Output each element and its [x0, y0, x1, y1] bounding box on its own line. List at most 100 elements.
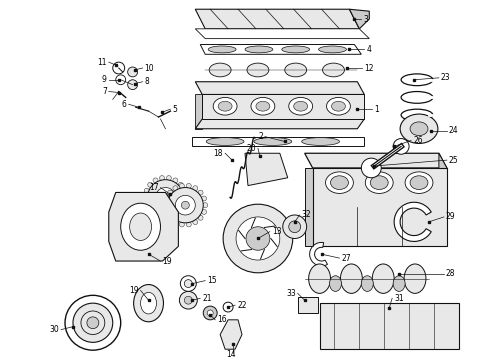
Ellipse shape [218, 101, 232, 111]
Ellipse shape [168, 215, 172, 220]
Circle shape [283, 215, 307, 238]
Ellipse shape [186, 184, 191, 188]
Text: 20: 20 [246, 144, 256, 153]
Ellipse shape [341, 264, 362, 293]
Ellipse shape [144, 188, 149, 193]
Ellipse shape [153, 178, 158, 183]
Text: 3: 3 [363, 14, 368, 23]
Text: 17: 17 [149, 183, 158, 192]
Ellipse shape [247, 63, 269, 77]
Polygon shape [109, 193, 178, 261]
Text: 11: 11 [98, 58, 107, 67]
Ellipse shape [410, 122, 428, 136]
Wedge shape [310, 242, 327, 266]
Ellipse shape [393, 276, 405, 291]
Ellipse shape [198, 215, 203, 220]
Text: 1: 1 [374, 105, 379, 114]
Ellipse shape [331, 176, 348, 189]
Circle shape [289, 221, 301, 233]
Ellipse shape [370, 176, 388, 189]
Polygon shape [202, 94, 365, 119]
Circle shape [184, 296, 192, 304]
Ellipse shape [147, 182, 153, 187]
Circle shape [179, 291, 197, 309]
Circle shape [155, 188, 175, 207]
Ellipse shape [329, 276, 342, 291]
Text: 22: 22 [237, 301, 246, 310]
Ellipse shape [309, 264, 331, 293]
Circle shape [73, 303, 113, 342]
Polygon shape [349, 9, 369, 29]
Text: 27: 27 [342, 253, 351, 262]
Ellipse shape [325, 172, 353, 193]
Ellipse shape [147, 207, 153, 212]
Polygon shape [200, 45, 361, 54]
Ellipse shape [183, 195, 188, 200]
Circle shape [162, 193, 170, 201]
Text: 32: 32 [302, 211, 311, 220]
Ellipse shape [201, 210, 206, 214]
Ellipse shape [173, 220, 178, 225]
Text: 18: 18 [214, 149, 223, 158]
Ellipse shape [193, 220, 198, 225]
Circle shape [147, 180, 183, 215]
Ellipse shape [179, 222, 184, 227]
Ellipse shape [393, 139, 409, 154]
Polygon shape [196, 119, 365, 129]
Ellipse shape [254, 138, 292, 145]
Ellipse shape [164, 210, 169, 214]
Ellipse shape [318, 46, 346, 53]
Text: 23: 23 [441, 73, 450, 82]
Circle shape [116, 75, 125, 85]
Ellipse shape [141, 292, 156, 314]
Ellipse shape [193, 186, 198, 191]
Circle shape [223, 204, 293, 273]
Ellipse shape [361, 276, 373, 291]
Text: 19: 19 [129, 286, 139, 295]
Text: 6: 6 [122, 100, 127, 109]
Ellipse shape [160, 176, 165, 180]
Polygon shape [313, 168, 447, 246]
Ellipse shape [182, 202, 187, 207]
Text: 4: 4 [367, 45, 371, 54]
Ellipse shape [361, 158, 381, 178]
Ellipse shape [207, 310, 213, 316]
Text: 31: 31 [394, 294, 404, 303]
Ellipse shape [167, 176, 172, 180]
Ellipse shape [245, 46, 273, 53]
Polygon shape [196, 82, 365, 94]
Ellipse shape [186, 222, 191, 227]
Ellipse shape [168, 190, 172, 195]
Ellipse shape [404, 264, 426, 293]
Ellipse shape [251, 98, 275, 115]
Text: 24: 24 [449, 126, 459, 135]
Polygon shape [439, 153, 447, 246]
Ellipse shape [282, 46, 310, 53]
Circle shape [181, 201, 189, 209]
Text: 7: 7 [102, 87, 107, 96]
Ellipse shape [198, 190, 203, 195]
Circle shape [184, 280, 192, 288]
Polygon shape [319, 303, 459, 349]
Ellipse shape [322, 63, 344, 77]
Text: 8: 8 [145, 77, 149, 86]
Ellipse shape [121, 203, 161, 250]
Ellipse shape [285, 63, 307, 77]
Ellipse shape [208, 46, 236, 53]
Ellipse shape [179, 184, 184, 188]
Ellipse shape [256, 101, 270, 111]
Ellipse shape [405, 172, 433, 193]
Ellipse shape [400, 114, 438, 143]
Polygon shape [196, 29, 369, 39]
Text: 21: 21 [202, 294, 212, 303]
Ellipse shape [173, 212, 178, 217]
Polygon shape [298, 297, 318, 313]
Ellipse shape [144, 202, 149, 207]
Circle shape [87, 317, 99, 329]
Text: 26: 26 [413, 136, 423, 145]
Ellipse shape [372, 264, 394, 293]
Polygon shape [196, 9, 359, 29]
Text: 9: 9 [102, 75, 107, 84]
Ellipse shape [326, 98, 350, 115]
Text: 12: 12 [365, 63, 374, 72]
